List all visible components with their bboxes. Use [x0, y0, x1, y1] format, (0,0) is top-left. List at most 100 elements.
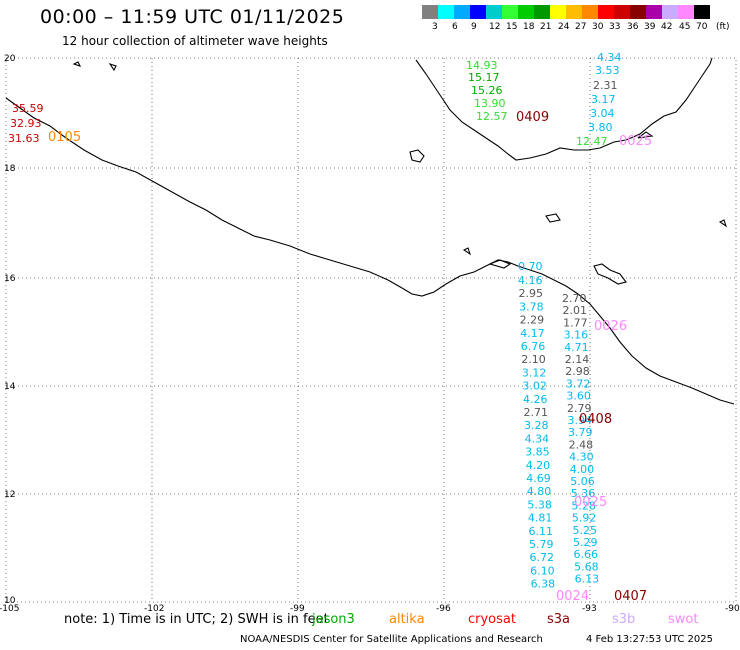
wave-reading: 2.98 [565, 365, 590, 378]
legend-swatch [630, 5, 646, 19]
wave-reading: 3.12 [522, 366, 547, 379]
wave-reading: 2.71 [524, 406, 549, 419]
wave-reading: 3.72 [566, 377, 591, 390]
wave-reading: 31.63 [8, 132, 40, 145]
wave-reading: 5.29 [573, 536, 598, 549]
lat-label: 20 [4, 54, 16, 64]
lon-label: -93 [582, 604, 597, 614]
legend-swatch [598, 5, 614, 19]
wave-reading: 6.38 [531, 578, 556, 591]
wave-reading: 4.16 [518, 274, 543, 287]
pass-id-label: 0407 [614, 589, 647, 604]
lat-label: 16 [4, 274, 16, 284]
wave-reading: 3.17 [591, 93, 616, 106]
wave-reading: 5.92 [572, 512, 597, 525]
lon-label: -99 [290, 604, 305, 614]
lon-label: -105 [0, 604, 19, 614]
lat-label: 10 [4, 596, 16, 606]
wave-reading: 4.30 [569, 451, 594, 464]
generated-timestamp: 4 Feb 13:27:53 UTC 2025 [586, 634, 713, 645]
legend-label: 15 [506, 22, 518, 32]
wave-reading: 5.25 [573, 524, 598, 537]
legend-label: 70 [696, 22, 708, 32]
wave-reading: 2.29 [520, 314, 545, 327]
legend-label: 3 [432, 22, 438, 32]
wave-reading: 6.72 [530, 551, 555, 564]
legend-swatch [534, 5, 550, 19]
legend-swatch [502, 5, 518, 19]
wave-reading: 35.59 [12, 102, 44, 115]
legend-swatch [518, 5, 534, 19]
wave-reading: 4.00 [570, 463, 595, 476]
legend-label: 6 [452, 22, 458, 32]
wave-reading: 1.77 [563, 316, 588, 329]
axis-labels: -105 -102 -99 -96 -93 -90 20 18 16 14 12… [0, 54, 740, 614]
wave-reading: 12.47 [576, 135, 608, 148]
wave-reading: 3.28 [524, 419, 549, 432]
map-subtitle: 12 hour collection of altimeter wave hei… [62, 34, 328, 48]
wave-height-readings: 35.59 32.93 31.63 14.9315.1715.2613.9012.57… [8, 51, 622, 591]
wave-reading: 3.78 [519, 300, 544, 313]
wave-reading: 14.93 [466, 59, 498, 72]
wave-reading: 0.70 [518, 260, 543, 273]
wave-reading: 2.10 [521, 353, 546, 366]
wave-reading: 4.80 [527, 485, 552, 498]
wave-reading: 32.93 [10, 117, 42, 130]
wave-reading: 6.10 [530, 564, 555, 577]
legend-label: 36 [627, 22, 639, 32]
map-frame [5, 57, 737, 603]
satellite-key-cryosat: cryosat [468, 612, 516, 627]
legend-swatch [662, 5, 678, 19]
legend-label: 9 [471, 22, 477, 32]
wave-reading: 15.26 [471, 84, 503, 97]
wave-reading: 2.48 [569, 438, 594, 451]
map-title: 00:00 – 11:59 UTC 01/11/2025 [40, 6, 345, 28]
pass-id-label: 0105 [48, 130, 81, 145]
wave-reading: 6.11 [529, 525, 554, 538]
wave-reading: 2.79 [567, 402, 592, 415]
legend-swatch [550, 5, 566, 19]
wave-reading: 3.79 [568, 426, 593, 439]
legend-label: 39 [644, 22, 656, 32]
legend-swatch [454, 5, 470, 19]
color-scale-legend [422, 5, 710, 19]
pass-id-label: 0024 [556, 589, 589, 604]
pass-id-label: 0025 [574, 495, 607, 510]
wave-reading: 3.02 [522, 380, 547, 393]
lat-label: 18 [4, 164, 16, 174]
wave-reading: 4.34 [597, 51, 622, 64]
lat-label: 14 [4, 382, 16, 392]
legend-swatch [582, 5, 598, 19]
footer-note: note: 1) Time is in UTC; 2) SWH is in fe… [64, 612, 329, 627]
wave-reading: 13.90 [474, 97, 506, 110]
wave-reading: 6.76 [521, 340, 546, 353]
wave-reading: 5.06 [570, 475, 595, 488]
wave-reading: 3.04 [590, 107, 615, 120]
wave-reading: 6.13 [575, 573, 600, 586]
lat-label: 12 [4, 490, 15, 500]
legend-swatch [614, 5, 630, 19]
legend-label: 42 [661, 22, 673, 32]
wave-reading: 5.68 [574, 560, 599, 573]
pass-id-label: 0409 [516, 110, 549, 125]
wave-reading: 5.38 [527, 498, 552, 511]
wave-reading: 2.70 [562, 292, 587, 305]
lat-lon-grid [6, 58, 736, 602]
satellite-key-altika: altika [389, 612, 425, 627]
legend-swatch [438, 5, 454, 19]
wave-reading: 12.57 [476, 110, 508, 123]
legend-swatch [470, 5, 486, 19]
lon-label: -90 [725, 604, 740, 614]
lon-label: -96 [436, 604, 451, 614]
wave-reading: 3.80 [588, 121, 613, 134]
satellite-key-jason3: jason3 [312, 612, 355, 627]
satellite-pass-labels: 0105 0409 0025 0408 0026 0025 0407 0024 [48, 110, 652, 604]
legend-swatch [486, 5, 502, 19]
wave-reading: 6.66 [574, 548, 599, 561]
wave-reading: 4.20 [526, 459, 551, 472]
legend-label: 18 [523, 22, 535, 32]
legend-swatch [694, 5, 710, 19]
wave-reading: 3.60 [566, 390, 591, 403]
wave-reading: 2.31 [593, 79, 618, 92]
wave-reading: 4.34 [525, 432, 550, 445]
